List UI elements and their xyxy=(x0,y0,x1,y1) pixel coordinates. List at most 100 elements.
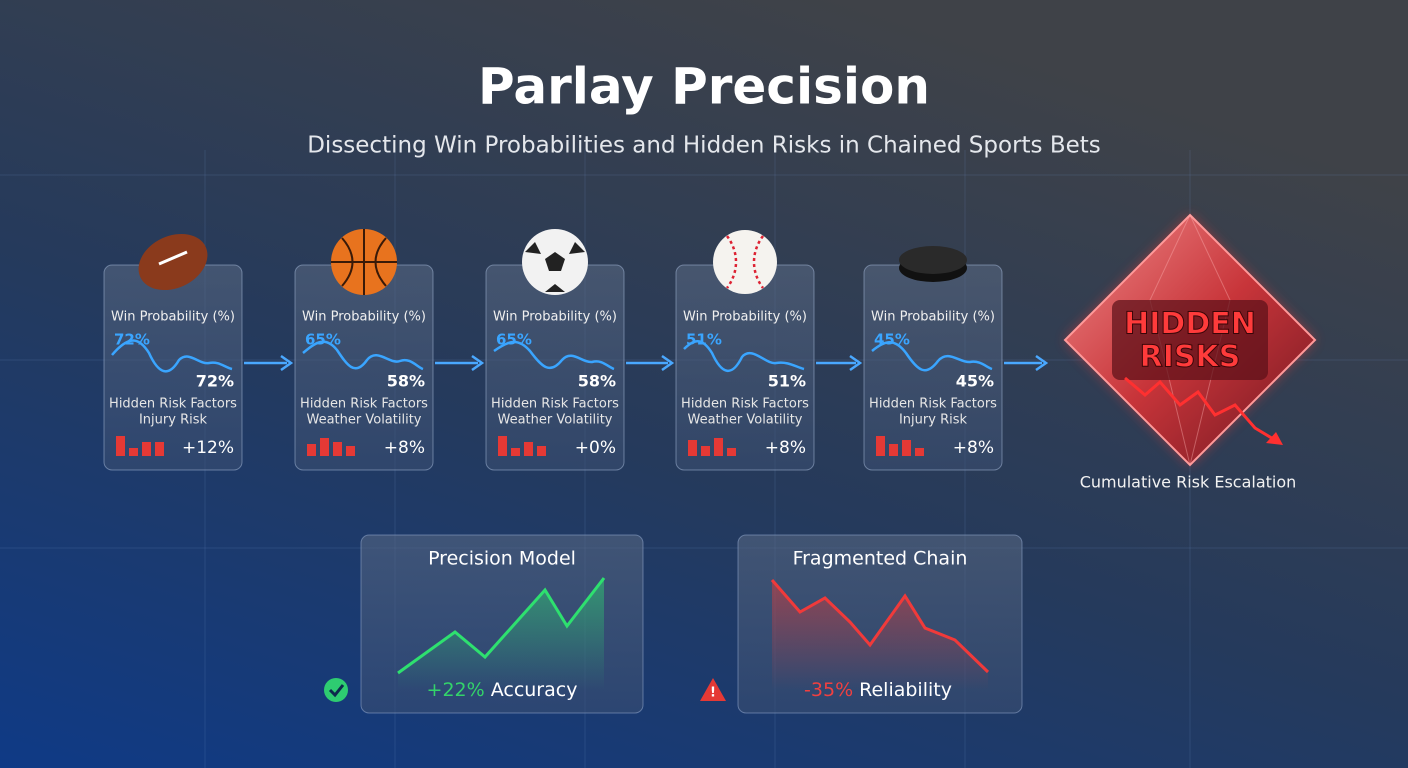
probability-trend xyxy=(302,340,424,371)
flow-arrow-head xyxy=(471,354,485,372)
gem-facet xyxy=(1149,214,1231,466)
risk-bar xyxy=(727,448,736,456)
sport-icon xyxy=(899,246,967,282)
football-lace xyxy=(158,250,188,266)
panel-metric-name: Accuracy xyxy=(491,679,578,701)
risk-bar xyxy=(155,442,164,456)
sport-icon xyxy=(138,233,208,291)
probability-label: Win Probability (%) xyxy=(493,310,617,325)
chart-line xyxy=(397,577,606,675)
risk-bar xyxy=(511,448,520,456)
probability-trend xyxy=(111,339,233,373)
leg-card: Win Probability (%)45%45%Hidden Risk Fac… xyxy=(863,246,1003,471)
leg-card: Win Probability (%)72%72%Hidden Risk Fac… xyxy=(103,233,243,471)
risk-bar xyxy=(142,442,151,456)
risk-type: Injury Risk xyxy=(899,413,968,428)
risk-type: Weather Volatility xyxy=(306,413,421,428)
flow-arrow-head xyxy=(1035,354,1049,372)
panel-change: -35% xyxy=(804,679,853,701)
risk-label: Hidden Risk Factors xyxy=(491,397,619,412)
panel-metric: +22% Accuracy xyxy=(427,679,578,701)
hidden-risks-gem: HIDDEN RISKS Cumulative Risk Escalation xyxy=(1063,213,1317,492)
risk-bar xyxy=(346,446,355,456)
subtitle: Dissecting Win Probabilities and Hidden … xyxy=(307,133,1101,159)
risk-type: Weather Volatility xyxy=(687,413,802,428)
risk-change: +12% xyxy=(182,438,234,458)
warning-icon xyxy=(700,678,726,701)
probability-end: 58% xyxy=(578,372,616,391)
risk-label: Hidden Risk Factors xyxy=(869,397,997,412)
baseball xyxy=(713,230,777,294)
risk-bar xyxy=(129,448,138,456)
precision-panel: Precision Model +22% Accuracy xyxy=(324,534,644,714)
risk-change: +8% xyxy=(765,438,806,458)
sport-icon xyxy=(713,230,777,294)
risk-bar xyxy=(307,444,316,456)
check-icon xyxy=(324,678,348,702)
soccer-patch xyxy=(525,242,585,292)
probability-label: Win Probability (%) xyxy=(683,310,807,325)
sport-icon xyxy=(331,229,397,295)
risk-change: +0% xyxy=(575,438,616,458)
probability-start: 51% xyxy=(686,331,722,349)
risk-bar xyxy=(889,444,898,456)
risk-type: Injury Risk xyxy=(139,413,208,428)
flow-arrow-head xyxy=(661,354,675,372)
risk-type: Weather Volatility xyxy=(497,413,612,428)
probability-label: Win Probability (%) xyxy=(871,310,995,325)
football xyxy=(138,233,208,291)
risk-trend xyxy=(1124,376,1276,442)
panel-title: Precision Model xyxy=(428,548,576,570)
gem-label: RISKS xyxy=(1140,340,1241,375)
chart-area xyxy=(772,580,988,690)
sport-icon xyxy=(522,229,588,295)
probability-label: Win Probability (%) xyxy=(111,310,235,325)
flow-arrow-head xyxy=(280,354,294,372)
chart-line xyxy=(770,579,990,674)
flow-arrow-head xyxy=(849,354,863,372)
panel-title: Fragmented Chain xyxy=(793,548,968,570)
leg-card: Win Probability (%)65%58%Hidden Risk Fac… xyxy=(485,229,625,471)
panel-metric-name: Reliability xyxy=(859,679,952,701)
risk-arrow-head xyxy=(1266,432,1283,445)
risk-bar xyxy=(688,440,697,456)
risk-change: +8% xyxy=(953,438,994,458)
title: Parlay Precision xyxy=(478,58,930,116)
gem-label-bg xyxy=(1112,300,1268,380)
chart-area xyxy=(398,578,604,690)
probability-label: Win Probability (%) xyxy=(302,310,426,325)
probability-end: 72% xyxy=(196,372,234,391)
gem-caption: Cumulative Risk Escalation xyxy=(1080,473,1297,492)
risk-bar xyxy=(902,440,911,456)
probability-end: 45% xyxy=(956,372,994,391)
gem-label: HIDDEN xyxy=(1124,307,1256,342)
risk-label: Hidden Risk Factors xyxy=(109,397,237,412)
risk-bar xyxy=(714,438,723,456)
probability-end: 58% xyxy=(387,372,425,391)
warning-mark: ! xyxy=(710,686,716,701)
risk-bar xyxy=(701,446,710,456)
risk-bar xyxy=(915,448,924,456)
probability-trend xyxy=(493,340,615,371)
risk-label: Hidden Risk Factors xyxy=(681,397,809,412)
risk-change: +8% xyxy=(384,438,425,458)
leg-card: Win Probability (%)65%58%Hidden Risk Fac… xyxy=(294,229,434,471)
leg-cards: Win Probability (%)72%72%Hidden Risk Fac… xyxy=(103,229,1049,471)
panel-change: +22% xyxy=(427,679,485,701)
probability-end: 51% xyxy=(768,372,806,391)
risk-bar xyxy=(333,442,342,456)
leg-card: Win Probability (%) 51% 51% Hidden Risk Fac… xyxy=(675,230,815,471)
risk-bar xyxy=(537,446,546,456)
fragmented-panel: Fragmented Chain -35% Reliability ! xyxy=(700,534,1023,714)
probability-trend xyxy=(871,341,993,372)
risk-bar xyxy=(498,436,507,456)
puck-top xyxy=(899,246,967,274)
risk-bar xyxy=(524,442,533,456)
basketball-seam xyxy=(331,229,397,295)
risk-label: Hidden Risk Factors xyxy=(300,397,428,412)
panel-metric: -35% Reliability xyxy=(804,679,952,701)
risk-bar xyxy=(116,436,125,456)
risk-bar xyxy=(320,438,329,456)
